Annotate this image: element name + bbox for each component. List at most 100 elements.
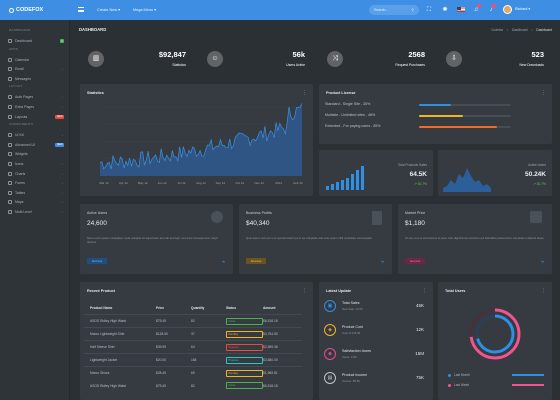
create-new-menu[interactable]: Create New ▾ — [97, 8, 121, 12]
update-item[interactable]: ▣ Total Sales New Sale: 12.06 45K — [324, 297, 427, 318]
table-row[interactable]: Half Sleeve Shirt $39.99 64 Rejected $2,… — [84, 340, 302, 353]
sidebar-item-email[interactable]: Email › — [6, 65, 66, 73]
status-badge: Pending — [226, 369, 263, 377]
sidebar-badge: NEW — [55, 142, 64, 147]
legend-last-month: Last Month — [448, 372, 544, 378]
chevron-right-icon: › — [62, 181, 63, 186]
mini-bar — [346, 178, 349, 190]
table-row[interactable]: ASOS Ridley High Waist $79.49 82 Active … — [84, 314, 302, 327]
update-item[interactable]: ☻ Satisfaction Users Users: 4.5K 15M — [324, 345, 427, 366]
arrow-right-icon[interactable]: ➔ — [221, 259, 225, 264]
sidebar-item-tables[interactable]: Tables › — [6, 189, 66, 197]
sidebar-item-messages[interactable]: Messages — [6, 75, 66, 83]
auth-pages-icon — [8, 95, 12, 100]
fullscreen-icon[interactable]: ⛶ — [426, 7, 432, 13]
breadcrumb-item-current: Dashboard — [536, 28, 552, 32]
card-title: Statistics — [87, 91, 104, 95]
change-indicator: ↗ 30.7% — [532, 182, 546, 186]
search-input[interactable]: Search... ⚲ — [369, 5, 419, 15]
mini-area — [443, 168, 491, 192]
bag-icon: ▣ — [324, 300, 336, 312]
mini-bar-chart — [326, 166, 364, 190]
page-title: DASHBOARD — [79, 27, 107, 32]
more-icon[interactable]: ⋮ — [302, 90, 307, 96]
sidebar-section: LAYOUT — [9, 84, 23, 89]
building-icon — [372, 211, 382, 225]
more-icon[interactable]: ⋮ — [541, 288, 546, 294]
top-bar: CODEFOX Create New ▾ Mega Menu ▾ Search.… — [0, 0, 560, 20]
market-price-card: Market Price $1,180 At vero eos et accus… — [398, 204, 552, 274]
sidebar-item-advanced-ui[interactable]: Advanced UI NEW — [6, 141, 66, 149]
x-tick-label: Jun 12 — [158, 181, 167, 185]
sidebar-item-extra-pages[interactable]: Extra Pages › — [6, 103, 66, 111]
advanced-ui-icon — [8, 142, 12, 147]
statistics-area-chart: Mar 12 Apr 12 May 12 Jun 12 Jul 12 Aug 12 Sep … — [99, 103, 303, 185]
mini-bar — [361, 166, 364, 190]
update-item[interactable]: ◈ Product Cost Cost: $ 215.06 12K — [324, 321, 427, 342]
x-tick-label: Mar 12 — [99, 181, 109, 185]
widgets-icon — [8, 152, 12, 157]
card-title: Recent Product — [87, 289, 116, 293]
user-name[interactable]: Richard ▾ — [515, 7, 531, 11]
mini-bar — [356, 170, 359, 190]
chevron-right-icon: › — [62, 210, 63, 214]
success-button[interactable]: Success — [246, 258, 266, 264]
x-tick-label: 2013 — [275, 181, 282, 185]
table-row[interactable]: Marco Lightweight Shirt $128.50 37 Pendi… — [84, 327, 302, 340]
extra-pages-icon — [8, 105, 12, 109]
total-users-card: Total Users ⋮ Last Month Last Week — [438, 282, 552, 400]
sidebar-item-charts[interactable]: Charts › — [6, 170, 66, 178]
legend-last-week: Last Week — [448, 382, 544, 388]
change-indicator: ↗ 30.7% — [413, 182, 427, 186]
mega-menu[interactable]: Mega Menu ▾ — [133, 8, 157, 12]
status-badge: Rejected — [226, 343, 263, 351]
sidebar-item-forms[interactable]: Forms › — [6, 179, 66, 187]
brand-logo[interactable]: CODEFOX — [9, 7, 43, 13]
sidebar-item-calendar[interactable]: Calendar — [6, 56, 66, 64]
table-row[interactable]: ASOS Ridley High Waist $79.49 82 Active … — [90, 382, 278, 389]
more-icon[interactable]: ⋮ — [302, 288, 307, 294]
messages-icon — [8, 76, 12, 81]
download-icon: ⇩ — [446, 51, 462, 67]
arrow-right-icon[interactable]: ➔ — [540, 259, 544, 264]
chevron-right-icon: › — [62, 95, 63, 100]
table-row[interactable]: Marco Shoes $28.49 69 Pending $1,965.81 — [84, 366, 302, 379]
sidebar-item-ui-kit[interactable]: UI Kit › — [6, 131, 66, 139]
flag-icon[interactable] — [457, 7, 465, 12]
sidebar-item-widgets[interactable]: Widgets — [6, 150, 66, 158]
card-title: Product License — [326, 91, 356, 95]
breadcrumb-item[interactable]: Dashboard — [511, 28, 528, 32]
sidebar-item-auth-pages[interactable]: Auth Pages › — [6, 93, 66, 101]
update-item[interactable]: ▤ Product Income Income: 85.5K 75K — [324, 369, 427, 390]
more-icon[interactable]: ⋮ — [422, 288, 427, 294]
table-row[interactable]: Lightweight Jacket $20.00 184 Progress $… — [84, 353, 302, 366]
sidebar-item-multi-level[interactable]: Multi Level › — [6, 208, 66, 216]
x-tick-label: Sep 12 — [216, 181, 226, 185]
menu-toggle-icon[interactable] — [78, 7, 84, 12]
business-profits-card: Business Profits $40,340 Quis autem vel … — [239, 204, 392, 274]
sidebar-item-dashboard[interactable]: Dashboard 4 — [6, 37, 66, 45]
forms-icon — [8, 181, 12, 186]
more-icon[interactable]: ⋮ — [541, 90, 546, 96]
breadcrumb-item[interactable]: Codefox — [491, 28, 504, 32]
latest-update-card: Latest Update ⋮ ▣ Total Sales New Sale: … — [319, 282, 433, 400]
chevron-right-icon: › — [62, 133, 63, 138]
success-button[interactable]: Success — [405, 258, 425, 264]
chevron-right-icon: › — [62, 200, 63, 205]
maps-icon — [8, 200, 12, 205]
sidebar: DASHBOARD Dashboard 4 APPS Calendar Email › Mes… — [0, 20, 70, 400]
arrow-right-icon[interactable]: ➔ — [380, 259, 384, 264]
notification-icon[interactable]: ♫ — [471, 4, 481, 15]
bell-icon[interactable]: ♪ — [486, 4, 496, 15]
license-row: Multisite - Unlimited sites - 48% — [325, 113, 545, 121]
sidebar-item-maps[interactable]: Maps › — [6, 198, 66, 206]
email-icon — [8, 67, 12, 72]
sidebar-item-icons[interactable]: Icons › — [6, 160, 66, 168]
dashboard-icon — [8, 39, 12, 43]
success-button[interactable]: Success — [87, 258, 107, 264]
mini-stat-sales: Total Products Sales 64.5K ↗ 30.7% — [319, 150, 433, 196]
avatar[interactable] — [503, 5, 512, 14]
x-tick-label: Aug 12 — [196, 181, 206, 185]
settings-icon[interactable]: ✺ — [442, 7, 448, 13]
sidebar-item-layouts[interactable]: Layouts NEW — [6, 113, 66, 121]
